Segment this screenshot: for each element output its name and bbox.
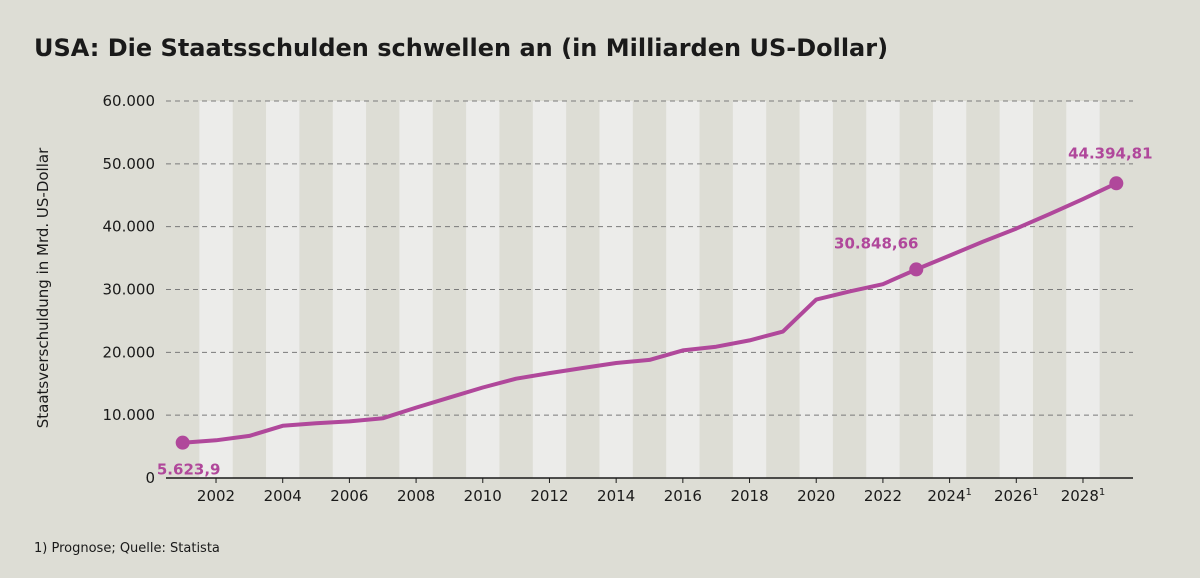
- y-tick-label: 60.000: [103, 92, 156, 110]
- y-tick-label: 20.000: [103, 343, 156, 361]
- x-tick-label: 20241: [927, 487, 972, 505]
- x-tick-label: 2022: [864, 487, 902, 505]
- x-tick-footnote-mark: 1: [1032, 487, 1038, 498]
- x-tick-label: 20261: [994, 487, 1039, 505]
- x-tick-label: 2014: [597, 487, 635, 505]
- x-tick-label: 2020: [797, 487, 835, 505]
- data-point-marker: [909, 262, 924, 277]
- data-point-marker: [1109, 176, 1124, 191]
- data-label: 30.848,66: [834, 234, 918, 252]
- x-tick-footnote-mark: 1: [1099, 487, 1105, 498]
- x-tick-label: 2018: [730, 487, 768, 505]
- x-tick-label: 20281: [1061, 487, 1106, 505]
- y-tick-label: 50.000: [103, 155, 156, 173]
- series-line: [180, 181, 1119, 445]
- x-tick-label: 2002: [197, 487, 235, 505]
- highlight-markers: 5.623,9 30.848,66 44.394,81: [157, 144, 1153, 478]
- x-tick-label: 2004: [264, 487, 302, 505]
- x-tick-footnote-mark: 1: [966, 487, 972, 498]
- x-tick-label: 2008: [397, 487, 435, 505]
- y-axis: 0 10.000 20.000 30.000 40.000 50.000 60.000: [103, 92, 156, 487]
- footnote: 1) Prognose; Quelle: Statista: [34, 541, 220, 556]
- data-label: 5.623,9: [157, 461, 221, 479]
- y-tick-label: 30.000: [103, 281, 156, 299]
- series-layer: [180, 181, 1119, 445]
- y-tick-label: 40.000: [103, 218, 156, 236]
- y-tick-label: 0: [145, 469, 155, 487]
- x-tick-label: 2016: [664, 487, 702, 505]
- data-point-marker: [175, 435, 190, 450]
- data-label: 44.394,81: [1068, 144, 1152, 162]
- gridlines: [166, 100, 1133, 479]
- y-tick-label: 10.000: [103, 406, 156, 424]
- x-tick-label: 2010: [464, 487, 502, 505]
- x-axis: 2002 2004 2006 2008 2010 2012 2014 2016 2018 2020…: [197, 478, 1105, 505]
- x-tick-label: 2006: [330, 487, 368, 505]
- y-axis-label: Staatsverschuldung in Mrd. US-Dollar: [34, 147, 52, 428]
- x-tick-label: 2012: [530, 487, 568, 505]
- chart-title: USA: Die Staatsschulden schwellen an (in…: [34, 34, 889, 62]
